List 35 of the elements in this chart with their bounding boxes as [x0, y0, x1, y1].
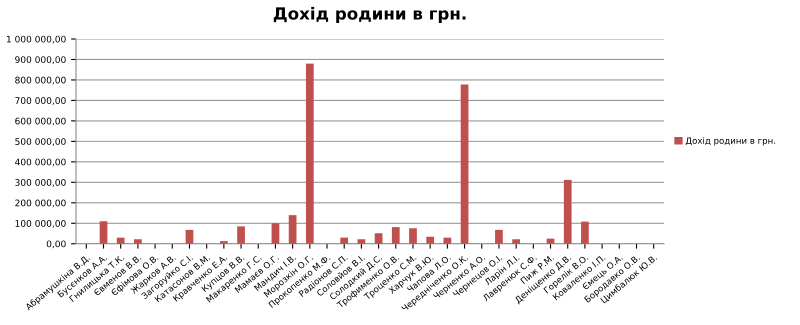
bar: [134, 239, 142, 244]
bar: [220, 241, 228, 244]
bar: [426, 236, 434, 244]
bar: [100, 221, 108, 244]
y-tick-label: 500 000,00: [15, 138, 66, 146]
bar: [374, 233, 382, 244]
y-tick-label: 600 000,00: [15, 118, 66, 126]
y-tick-label: 1 000 000,00: [6, 36, 66, 44]
bar: [444, 238, 452, 244]
bar: [460, 84, 468, 244]
legend-label: Дохід родини в грн.: [686, 137, 776, 146]
y-tick-label: 0,00: [46, 240, 66, 248]
bar: [186, 230, 194, 244]
bar: [272, 223, 280, 244]
bar: [340, 238, 348, 244]
y-tick-label: 200 000,00: [15, 200, 66, 208]
bar: [495, 230, 503, 244]
bar: [116, 238, 125, 244]
bar: [358, 239, 366, 244]
bar: [581, 222, 589, 244]
y-tick-label: 700 000,00: [15, 97, 66, 105]
y-tick-label: 900 000,00: [15, 56, 66, 64]
y-tick-label: 100 000,00: [16, 220, 66, 228]
y-tick-label: 400 000,00: [15, 158, 66, 166]
bar: [409, 228, 417, 244]
bar: [512, 239, 520, 244]
y-tick-label: 300 000,00: [15, 179, 66, 187]
bar: [288, 215, 296, 244]
bar: [237, 226, 245, 244]
bar: [546, 238, 554, 244]
bar: [564, 180, 572, 244]
y-tick-label: 800 000,00: [15, 76, 66, 84]
bar: [392, 227, 400, 244]
chart-title: Дохід родини в грн.: [274, 6, 466, 24]
bar: [306, 64, 314, 244]
